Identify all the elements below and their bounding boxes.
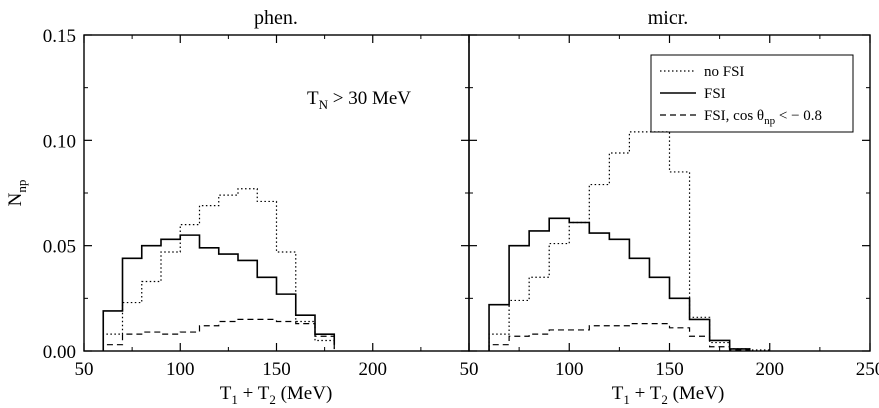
left-x-tick-label: 100 xyxy=(166,359,195,380)
left-series-dotted xyxy=(102,188,335,351)
y-axis-label: Nnp xyxy=(5,180,29,207)
legend-label-fsi: FSI xyxy=(704,86,726,102)
left-x-axis-label: T1 + T2 (MeV) xyxy=(220,383,333,407)
right-panel-title: micr. xyxy=(648,7,689,29)
y-tick-label: 0.15 xyxy=(43,26,76,47)
right-series-dashed xyxy=(488,323,751,351)
left-series-dashed xyxy=(102,318,335,351)
legend-label-no-fsi: no FSI xyxy=(704,64,744,80)
left-panel-frame xyxy=(83,34,470,352)
y-tick-label: 0.10 xyxy=(43,131,76,152)
right-x-tick-label: 100 xyxy=(555,359,584,380)
right-x-tick-label: 200 xyxy=(756,359,785,380)
right-x-tick-label: 150 xyxy=(655,359,684,380)
right-x-tick-label: 250 xyxy=(856,359,879,380)
right-series-solid xyxy=(488,217,751,351)
left-x-tick-label: 200 xyxy=(359,359,388,380)
right-x-axis-label: T1 + T2 (MeV) xyxy=(612,383,725,407)
y-tick-label: 0.00 xyxy=(43,342,76,363)
left-series-solid xyxy=(102,234,336,351)
energy-cut-annotation: TN > 30 MeV xyxy=(307,88,411,112)
left-x-tick-label: 150 xyxy=(262,359,291,380)
legend: no FSI FSI FSI, cos θnp < − 0.8 xyxy=(650,54,854,133)
left-panel-title: phen. xyxy=(254,7,298,29)
y-tick-label: 0.05 xyxy=(43,237,76,258)
left-x-tick-label: 50 xyxy=(75,359,94,380)
right-x-tick-label: 50 xyxy=(460,359,479,380)
legend-label-fsi-back: FSI, cos θnp < − 0.8 xyxy=(704,108,822,127)
